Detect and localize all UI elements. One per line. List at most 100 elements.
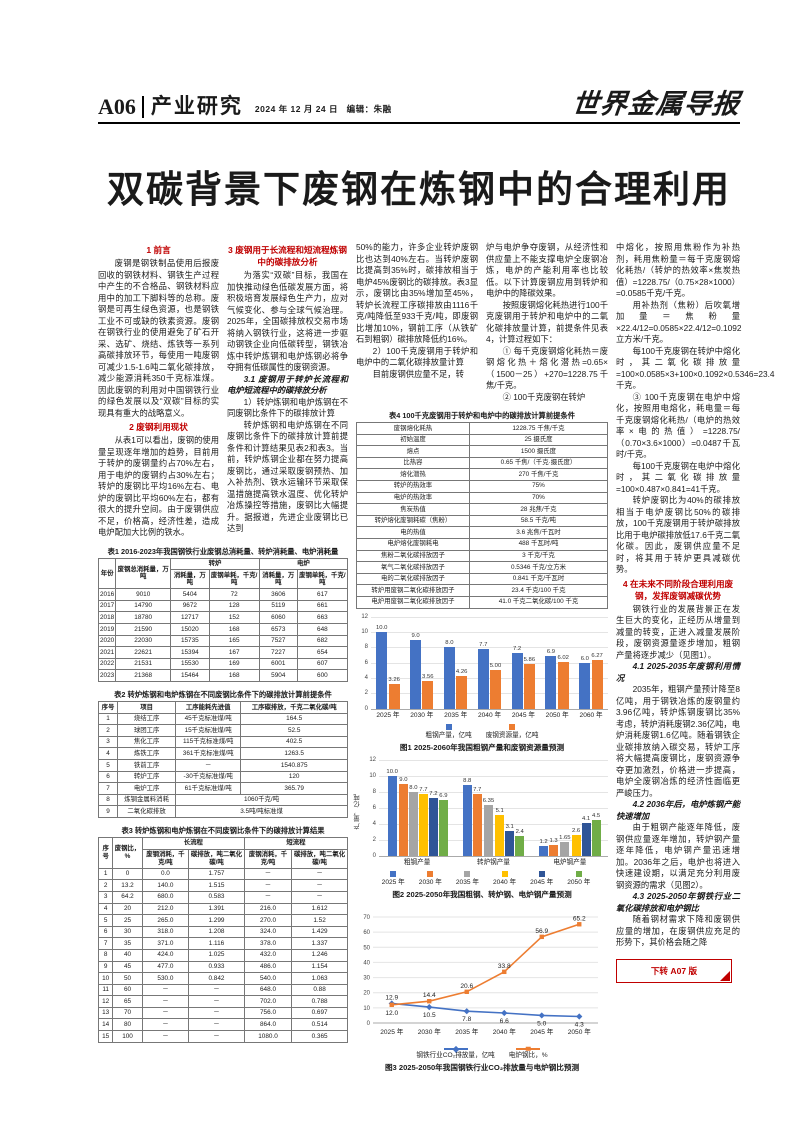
table-cell: 1228.75 千焦/千克	[468, 422, 609, 435]
table-cell: 270 千焦/千克	[468, 468, 609, 481]
table-cell: 661	[296, 599, 349, 613]
table-cell: 168	[208, 669, 260, 683]
table-cell: 40	[112, 948, 143, 962]
table-cell: 1.246	[291, 948, 348, 962]
table-cell: －	[141, 995, 190, 1008]
subsection-heading: 4.3 2025-2050年钢铁行业二氧化碳排放和电炉钢比	[616, 891, 740, 913]
table-header-cell: 项目	[117, 701, 177, 714]
data-table: 年份 废钢总消耗量，万吨 转炉 电炉 消耗量，万吨 废钢单耗，千克/吨 消耗量，万吨 废钢单耗…	[97, 557, 349, 683]
legend-item: 2035 年	[456, 870, 479, 887]
table-cell: 15	[97, 1030, 114, 1043]
bar	[545, 655, 557, 709]
table-row: 9 二氧化碳排放 3.5吨/吨标准煤	[97, 805, 348, 818]
gridline	[379, 807, 608, 809]
table-cell: 702.0	[243, 995, 293, 1008]
y-axis-tick: 4	[364, 674, 368, 681]
table-cell: 7	[97, 937, 114, 950]
bar	[387, 775, 397, 856]
svg-text:7.8: 7.8	[462, 1016, 471, 1023]
paragraph: 每100千克废钢在电炉中熔化时，其二氧化碳排放量=100×0.487×0.841…	[616, 460, 740, 494]
table-cell: 2	[97, 724, 119, 737]
y-axis-tick: 0	[364, 705, 368, 712]
bar-with-label: 1.2	[539, 760, 549, 856]
table-cell: 25 摄氏度	[468, 433, 609, 447]
table-cell: 10	[97, 972, 114, 985]
table-cell: 0.5346 千克/立方米	[468, 561, 609, 574]
table-body: 2016 9010 5404 72 3606 617 2017 14790 9672 128 511…	[97, 588, 349, 683]
table-cell: －	[188, 995, 245, 1008]
table-cell: 35	[112, 937, 143, 950]
table-header-cell: 短流程	[243, 836, 349, 850]
bar-value-label: 6.9	[546, 648, 556, 655]
bar-group: 10.0 9.0 8.0 7.7 7.2 6.9	[379, 760, 455, 856]
table-cell: 21531	[115, 657, 172, 671]
svg-text:65.2: 65.2	[573, 915, 586, 922]
table-cell: 680.0	[141, 890, 190, 904]
paragraph: 炉与电炉争夺废钢，从经济性和供应量上不能支撑电炉全废钢冶炼，电炉的产能利用率也比…	[486, 242, 608, 298]
column-group-left: 1 前言 废钢是钢铁制品使用后报废回收的钢铁材料、钢铁生产过程中产生的不合格品、钢…	[97, 242, 349, 1043]
table-cell: 8	[97, 793, 119, 807]
table-cell: 164.5	[240, 712, 348, 726]
table-cell: 167	[208, 646, 260, 659]
table-cell: 1.52	[291, 914, 348, 927]
bar	[376, 631, 388, 709]
table-cell: 9	[97, 960, 114, 974]
table-cell: 14790	[115, 599, 172, 613]
masthead-logo: 世界金属导报	[570, 89, 742, 120]
table-cell: 2023	[97, 669, 117, 683]
gridline	[379, 759, 608, 761]
table-cell: 焦粉二氧化碳排放因子	[356, 549, 470, 563]
table-cell: 1.391	[188, 902, 245, 916]
table-cell: 3	[97, 735, 119, 749]
table-header-cell: 转炉	[170, 557, 260, 571]
table-cell: 72	[208, 588, 260, 601]
table-header-cell: 消耗量，万吨	[170, 569, 210, 590]
bar-with-label: 4.5	[591, 760, 601, 856]
table-cell: 6	[97, 770, 119, 784]
table-row: 11 60 －－ 648.0 0.88	[97, 983, 348, 997]
bar-value-label: 3.26	[388, 676, 400, 683]
bar-with-label: 8.0	[408, 760, 418, 856]
table-cell: 654	[296, 646, 349, 659]
table-cell: －	[291, 879, 348, 892]
table-cell: 58.5 千克/吨	[468, 514, 609, 528]
table-row: 9 45 477.0 0.933 486.0 1.154	[97, 960, 348, 974]
table-row: 电的热值 3.6 兆焦/千瓦时	[356, 526, 609, 539]
date-editor-line: 2024 年 12 月 24 日 编辑：朱融	[255, 103, 392, 118]
legend-item: 2050 年	[567, 870, 590, 887]
table-cell: 371.0	[141, 937, 190, 950]
table-cell: 6	[97, 925, 114, 939]
bar-with-label: 6.02	[557, 617, 569, 709]
svg-text:20: 20	[363, 990, 370, 996]
text-columns-1-2: 1 前言 废钢是钢铁制品使用后报废回收的钢铁材料、钢铁生产过程中产生的不合格品、钢…	[98, 242, 348, 539]
table-cell: 864.0	[243, 1018, 293, 1032]
table-cell: 7227	[258, 646, 298, 659]
table-cell: 120	[240, 770, 348, 784]
chart-legend: 钢铁行业CO₂排放量，亿吨 电炉钢比，%	[356, 1045, 608, 1060]
bar-with-label: 6.9	[545, 617, 557, 709]
svg-text:56.9: 56.9	[535, 927, 548, 934]
table-header-cell: 碳排放，吨二氧化碳/吨	[188, 848, 245, 869]
table-cell: 电炉工序	[117, 782, 177, 795]
table-row: 转炉熔化废钢耗碳（焦粉） 58.5 千克/吨	[356, 514, 609, 528]
table-row: 2023 21368 15464 168 5904 600	[97, 669, 349, 683]
legend-line-icon	[516, 1046, 541, 1051]
chart-plot-area: 0 2 4 6 8 10 12 10.0 9.0 8.0 7.7 7.2 6.9 8.8 7.7 6.35 5.…	[369, 757, 608, 859]
paragraph: 由于粗钢产能逐年降低，废钢供应量逐年增加，转炉钢产量逐年降低，电炉钢产量迅速增加…	[616, 822, 740, 890]
table-cell: 45千克标准煤/吨	[175, 712, 242, 726]
table-row: 年份 废钢总消耗量，万吨 转炉 电炉	[97, 557, 349, 590]
table-cell: 3 千克/千克	[468, 549, 609, 563]
table-row: 2019 21590 15020 168 6573 648	[97, 623, 349, 636]
table-cell: 617	[296, 588, 349, 601]
table-4: 表4 100千克废钢用于转炉和电炉中的碳排放计算前提条件 废钢熔化耗热 1228.7…	[356, 411, 609, 609]
section-heading: 3 废钢用于长流程和短流程炼钢中的碳排放分析	[228, 245, 347, 267]
table-cell: －	[175, 759, 242, 772]
table-caption: 表1 2016-2023年我国钢铁行业废钢总消耗量、转炉消耗量、电炉消耗量	[107, 546, 339, 556]
paragraph: 转炉炼钢和电炉炼钢在不同废钢比条件下的碳排放计算前提条件和计算结果见表2和表3。…	[227, 419, 348, 534]
table-cell: 75%	[468, 479, 609, 493]
table-row: 电的二氧化碳排放因子 0.841 千克/千瓦时	[356, 572, 609, 586]
table-header-cell: 废钢总消耗量，万吨	[115, 557, 172, 590]
column-group-middle: 50%的能力，许多企业转炉废钢比也达到40%左右。当转炉废钢比提高到35%时，碳…	[354, 242, 609, 1072]
table-row: 8 炼钢金属料消耗 1060千克/吨	[97, 793, 348, 807]
